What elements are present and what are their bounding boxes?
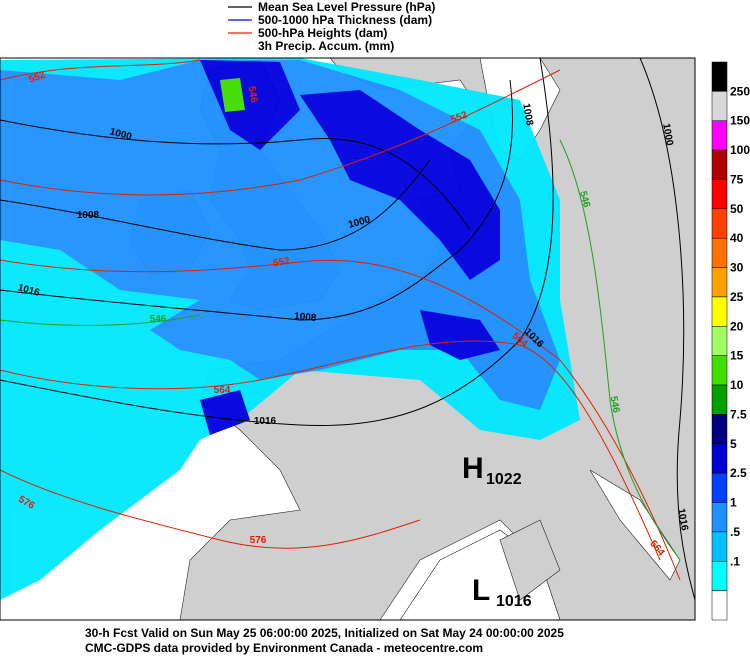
colorbar-label: .1 bbox=[730, 554, 740, 568]
colorbar-label: 30 bbox=[730, 261, 744, 275]
colorbar-swatch bbox=[711, 296, 728, 327]
contour-label: 1008 bbox=[77, 210, 100, 221]
colorbar-swatch bbox=[711, 355, 728, 386]
adriatic bbox=[589, 469, 681, 581]
colorbar-swatch bbox=[711, 91, 728, 121]
colorbar-label: 150 bbox=[730, 114, 750, 128]
corsica-sardinia bbox=[499, 519, 561, 601]
colorbar-swatch bbox=[711, 61, 728, 92]
contour-label: 546 bbox=[608, 395, 622, 414]
colorbar-label: 20 bbox=[730, 319, 744, 333]
precipitation bbox=[0, 58, 580, 600]
contour-label: 564 bbox=[214, 385, 231, 396]
colorbar-swatch bbox=[711, 414, 728, 445]
colorbar-swatch bbox=[711, 237, 728, 268]
colorbar-swatch bbox=[711, 590, 728, 621]
contour-label: 552 bbox=[272, 256, 291, 270]
legend-label: 3h Precip. Accum. (mm) bbox=[258, 39, 394, 53]
footer-line: 30-h Fcst Valid on Sun May 25 06:00:00 2… bbox=[85, 626, 564, 640]
colorbar-label: 15 bbox=[730, 349, 744, 363]
colorbar-label: 2.5 bbox=[730, 466, 747, 480]
colorbar-label: 50 bbox=[730, 202, 744, 216]
colorbar-swatch bbox=[711, 149, 728, 180]
contours bbox=[0, 58, 695, 601]
contour-label: 1016 bbox=[675, 508, 690, 532]
contour-label: 1008 bbox=[520, 103, 535, 127]
colorbar-label: .5 bbox=[730, 525, 740, 539]
colorbar-label: 250 bbox=[730, 84, 750, 98]
contour-label: 546 bbox=[150, 314, 167, 325]
contour-label: 576 bbox=[250, 535, 267, 546]
colorbar-swatch bbox=[711, 208, 728, 239]
center-letter: L bbox=[472, 574, 490, 607]
footer-line: CMC-GDPS data provided by Environment Ca… bbox=[85, 641, 483, 655]
colorbar-swatch bbox=[711, 531, 728, 562]
colorbar-swatch bbox=[711, 179, 728, 210]
contour-label: 1000 bbox=[660, 123, 675, 147]
center-letter: H bbox=[462, 452, 484, 485]
colorbar: 250 150 100 75 50 40 30 25 20 15 10 7.5 5 2.5 1 .5 .1 bbox=[711, 61, 750, 621]
legend-label: Mean Sea Level Pressure (hPa) bbox=[258, 0, 435, 14]
map-frame bbox=[0, 57, 696, 621]
colorbar-swatch bbox=[711, 561, 728, 591]
colorbar-swatch bbox=[711, 443, 728, 474]
colorbar-label: 5 bbox=[730, 437, 737, 451]
contour-label: 546 bbox=[246, 85, 260, 104]
colorbar-label: 40 bbox=[730, 231, 744, 245]
legend: Mean Sea Level Pressure (hPa)500-1000 hP… bbox=[228, 0, 435, 53]
colorbar-swatch bbox=[711, 120, 728, 151]
legend-label: 500-1000 hPa Thickness (dam) bbox=[258, 13, 432, 27]
colorbar-swatch bbox=[711, 267, 728, 298]
colorbar-label: 25 bbox=[730, 290, 744, 304]
colorbar-label: 100 bbox=[730, 143, 750, 157]
colorbar-swatch bbox=[711, 502, 728, 533]
colorbar-swatch bbox=[711, 326, 728, 356]
colorbar-label: 1 bbox=[730, 496, 737, 510]
colorbar-label: 10 bbox=[730, 378, 744, 392]
colorbar-label: 7.5 bbox=[730, 407, 747, 421]
contour-label: 546 bbox=[577, 190, 592, 209]
colorbar-label: 75 bbox=[730, 172, 744, 186]
center-value: 1016 bbox=[496, 593, 532, 610]
legend-label: 500-hPa Heights (dam) bbox=[258, 26, 387, 40]
colorbar-swatch bbox=[711, 472, 728, 503]
contour-label: 1008 bbox=[294, 311, 318, 324]
colorbar-swatch bbox=[711, 384, 728, 415]
center-value: 1022 bbox=[486, 471, 522, 488]
contour-label: 1016 bbox=[254, 416, 277, 427]
